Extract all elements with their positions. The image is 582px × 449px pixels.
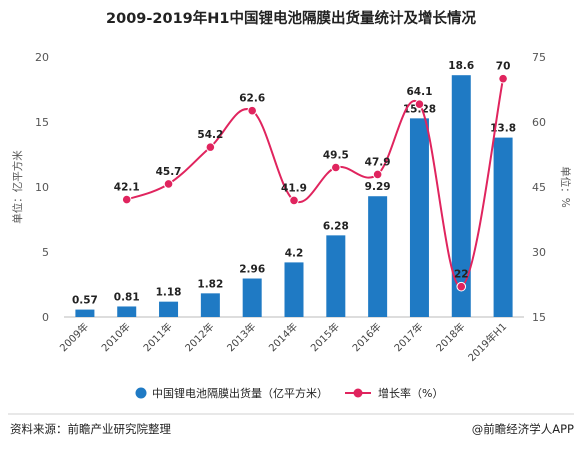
legend: 中国锂电池隔膜出货量（亿平方米） 增长率（%）: [135, 386, 443, 400]
growth-value-label: 64.1: [406, 86, 432, 98]
bar: [409, 118, 429, 317]
x-tick-label: 2009年: [57, 320, 91, 354]
bar-value-label: 1.18: [156, 287, 182, 299]
y-left-tick-label: 5: [42, 246, 49, 259]
x-tick-label: 2013年: [224, 320, 258, 354]
y-axis-left-title: 单位：亿平方米: [11, 150, 24, 224]
x-tick-label: 2016年: [349, 320, 383, 354]
bar: [368, 196, 388, 317]
x-tick-label: 2010年: [99, 320, 133, 354]
x-tick-label: 2017年: [391, 320, 425, 354]
x-tick-label: 2014年: [266, 320, 300, 354]
growth-line: [126, 78, 505, 288]
growth-point: [456, 281, 467, 292]
growth-point: [163, 179, 174, 189]
y-right-tick-label: 30: [532, 246, 546, 259]
bar: [75, 309, 95, 317]
growth-point: [414, 99, 425, 110]
growth-value-label: 41.9: [281, 182, 307, 194]
right-axis: 15 30 45 60 75: [532, 51, 546, 324]
growth-value-label: 62.6: [239, 93, 265, 105]
growth-line-series: [121, 73, 508, 292]
legend-bar-label: 中国锂电池隔膜出货量（亿平方米）: [152, 386, 328, 400]
growth-value-label: 49.5: [323, 150, 349, 162]
bar: [493, 137, 513, 317]
legend-line-label: 增长率（%）: [378, 386, 443, 400]
y-right-tick-label: 45: [532, 181, 546, 194]
bar: [242, 278, 262, 317]
y-axis-right-title: 单位：%: [559, 166, 572, 207]
bar-value-label: 4.2: [285, 247, 304, 259]
bar-value-label: 6.28: [323, 220, 349, 232]
growth-value-label: 22: [454, 269, 469, 281]
growth-point: [498, 73, 508, 84]
bar: [159, 301, 179, 317]
growth-value-label: 70: [496, 61, 511, 73]
bar-value-label: 9.29: [365, 181, 391, 193]
bar-value-label: 1.82: [197, 278, 223, 290]
growth-value-label: 47.9: [365, 156, 391, 168]
growth-point: [331, 162, 341, 173]
bar-value-label: 18.6: [448, 60, 474, 72]
growth-point: [372, 169, 383, 180]
bar-value-label: 0.81: [114, 291, 140, 303]
growth-point: [205, 142, 216, 152]
growth-point: [247, 105, 257, 116]
growth-value-label: 42.1: [114, 182, 140, 194]
bar-value-label: 0.57: [72, 295, 98, 307]
y-left-tick-label: 10: [35, 181, 49, 194]
x-tick-label: 2018年: [433, 320, 467, 354]
y-left-tick-label: 15: [35, 116, 49, 129]
x-tick-labels: 2009年 2010年 2011年 2012年 2013年 2014年 2015年 2016年…: [57, 320, 509, 364]
growth-point: [121, 194, 132, 205]
growth-point: [289, 195, 299, 206]
y-left-tick-label: 20: [35, 51, 49, 64]
bar-value-label: 2.96: [239, 264, 265, 276]
left-axis: 0 5 10 15 20: [35, 51, 49, 324]
y-right-tick-label: 15: [532, 311, 546, 324]
y-left-tick-label: 0: [42, 311, 49, 324]
brand-note: @前瞻经济学人APP: [472, 422, 574, 436]
x-tick-label: 2015年: [308, 320, 342, 354]
bar-data-labels: 0.57 0.81 1.18 1.82 2.96 4.2 6.28 9.29 15.28 18.6…: [72, 60, 516, 306]
bar: [200, 293, 220, 317]
bar: [326, 235, 346, 317]
x-tick-label: 2011年: [140, 320, 174, 354]
source-note: 资料来源：前瞻产业研究院整理: [10, 422, 171, 436]
y-right-tick-label: 60: [532, 116, 546, 129]
legend-line-marker: [353, 388, 363, 398]
x-tick-label: 2019年H1: [465, 320, 509, 364]
y-right-tick-label: 75: [532, 51, 546, 64]
bar-value-label: 15.28: [403, 103, 436, 115]
chart-title: 2009-2019年H1中国锂电池隔膜出货量统计及增长情况: [106, 9, 476, 27]
legend-bar-marker: [135, 387, 147, 399]
bar: [284, 262, 304, 317]
x-tick-label: 2012年: [182, 320, 216, 354]
bar: [117, 306, 137, 317]
bar: [451, 75, 471, 317]
bar-series: [75, 75, 513, 317]
line-data-labels: 42.1 45.7 54.2 62.6 41.9 49.5 47.9 64.1 22 70: [114, 61, 511, 281]
growth-value-label: 54.2: [197, 129, 223, 141]
growth-value-label: 45.7: [156, 166, 182, 178]
